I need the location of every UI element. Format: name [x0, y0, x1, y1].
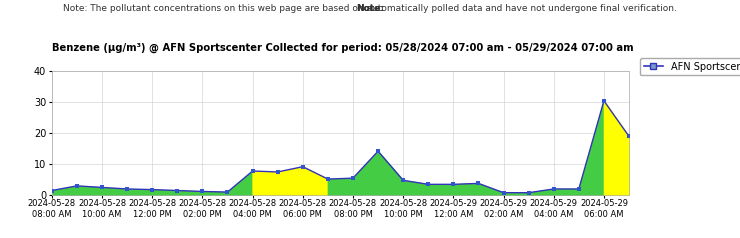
Point [372, 149, 384, 153]
Point [347, 176, 359, 180]
Text: Note:: Note: [356, 4, 384, 13]
Point [172, 188, 184, 192]
Point [473, 182, 485, 185]
Point [623, 134, 635, 138]
Point [147, 188, 158, 192]
Point [121, 187, 133, 191]
Point [522, 191, 534, 195]
Point [246, 169, 258, 173]
Point [573, 187, 585, 191]
Point [423, 182, 434, 186]
Legend: AFN Sportscent...: AFN Sportscent... [639, 58, 740, 75]
Point [448, 182, 460, 186]
Point [548, 187, 559, 191]
Point [71, 184, 83, 188]
Text: Note:: Note: [356, 4, 384, 13]
Point [497, 191, 509, 195]
Text: Note: The pollutant concentrations on this web page are based on automatically p: Note: The pollutant concentrations on th… [63, 4, 677, 13]
Point [397, 178, 409, 182]
Point [297, 165, 309, 169]
Point [221, 190, 233, 194]
Point [96, 186, 108, 189]
Point [196, 189, 208, 193]
Point [598, 99, 610, 103]
Point [46, 188, 58, 192]
Text: Benzene (μg/m³) @ AFN Sportscenter Collected for period: 05/28/2024 07:00 am - 0: Benzene (μg/m³) @ AFN Sportscenter Colle… [52, 43, 633, 53]
Point [272, 170, 283, 174]
Point [322, 177, 334, 181]
